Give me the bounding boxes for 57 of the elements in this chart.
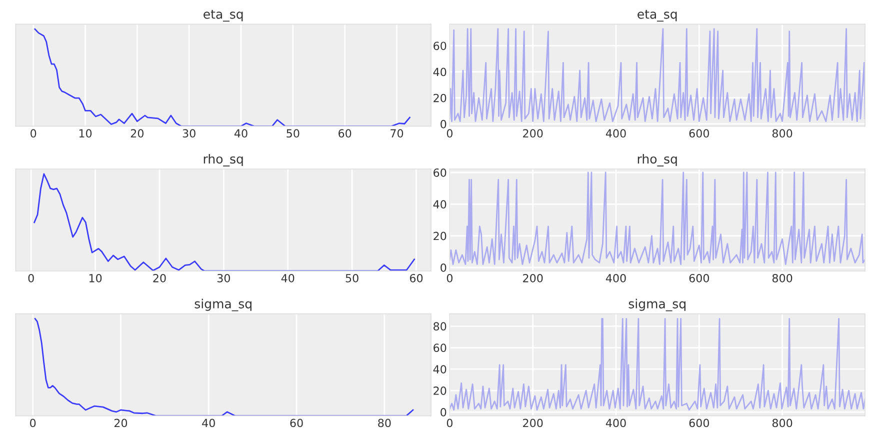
y-tick-label: 20 [434, 94, 446, 102]
x-tick-label: 600 [689, 129, 710, 138]
x-tick-label: 70 [390, 129, 404, 138]
x-tick-label: 800 [772, 418, 792, 428]
line-series [450, 318, 866, 411]
x-tick-label: 80 [378, 418, 391, 428]
x-tick-label: 0 [30, 418, 36, 428]
x-tick-label: 400 [606, 129, 626, 138]
x-tick-label: 0 [446, 129, 452, 138]
x-tick-label: 60 [410, 274, 423, 282]
y-tick-label: 0 [440, 120, 446, 128]
y-tick-label: 40 [433, 68, 446, 76]
x-tick-label: 600 [689, 274, 710, 282]
y-tick-label: 20 [434, 386, 446, 395]
x-tick-label: 200 [523, 129, 543, 138]
x-tick-label: 800 [772, 274, 792, 282]
x-tick-label: 40 [281, 274, 294, 282]
chart-title: sigma_sq [194, 298, 252, 312]
x-tick-label: 400 [606, 418, 626, 428]
x-tick-label: 800 [772, 129, 792, 138]
y-tick-label: 60 [434, 168, 446, 177]
y-tick-label: 20 [434, 232, 446, 240]
chart-title: rho_sq [638, 154, 677, 166]
y-tick-label: 80 [434, 322, 446, 331]
y-tick-label: 40 [433, 365, 446, 374]
y-tick-label: 0 [440, 408, 446, 416]
x-tick-label: 20 [153, 274, 166, 282]
x-tick-label: 200 [523, 418, 543, 428]
x-tick-label: 0 [28, 274, 34, 282]
x-tick-label: 20 [130, 129, 144, 138]
y-tick-label: 40 [433, 200, 446, 209]
x-tick-label: 0 [446, 274, 452, 282]
x-tick-label: 50 [346, 274, 358, 282]
x-tick-label: 0 [446, 418, 452, 428]
x-tick-label: 400 [606, 274, 626, 282]
y-tick-label: 60 [434, 344, 446, 352]
chart-title: sigma_sq [628, 298, 686, 312]
x-tick-label: 40 [234, 129, 248, 138]
line-series [450, 172, 866, 266]
line-series [450, 28, 866, 122]
x-tick-label: 40 [202, 418, 215, 428]
x-tick-label: 600 [689, 418, 710, 428]
chart-title: rho_sq [204, 154, 243, 166]
x-tick-label: 10 [89, 274, 102, 282]
x-tick-label: 200 [523, 274, 543, 282]
chart-title: eta_sq [638, 10, 677, 22]
x-tick-label: 30 [217, 274, 230, 282]
x-tick-label: 30 [182, 129, 196, 138]
x-tick-label: 20 [114, 418, 128, 428]
y-tick-label: 0 [440, 263, 446, 272]
x-tick-label: 50 [286, 129, 300, 138]
x-tick-label: 60 [290, 418, 303, 428]
x-tick-label: 0 [30, 129, 36, 138]
x-tick-label: 60 [338, 129, 352, 138]
chart-title: eta_sq [204, 10, 243, 22]
y-tick-label: 60 [434, 42, 446, 50]
x-tick-label: 10 [79, 129, 92, 138]
